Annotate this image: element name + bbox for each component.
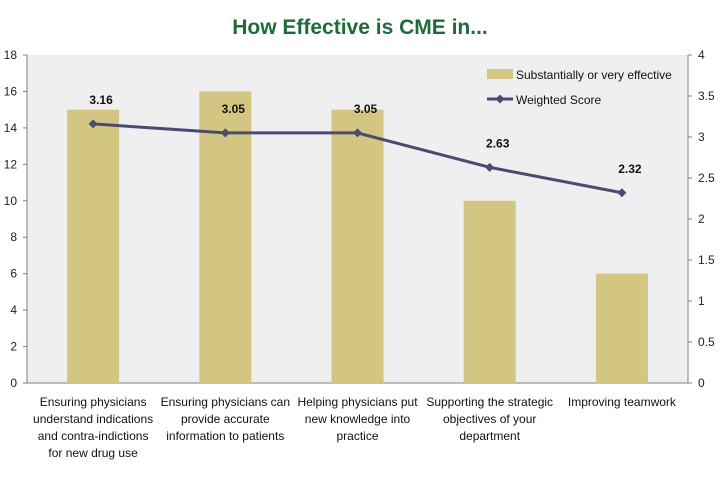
left-tick-label: 10 [4,194,18,208]
right-tick-label: 3 [698,130,705,144]
right-tick-label: 4 [698,48,705,62]
data-label: 3.05 [354,102,378,116]
category-label: Supporting the strategic objectives of yo… [426,395,553,443]
bar [463,200,516,383]
bar-series [67,91,648,384]
legend: Substantially or very effective Weighted… [487,68,672,107]
bar [331,109,384,384]
line-point [617,188,627,198]
left-tick-label: 2 [10,340,17,354]
category-label-line: for new drug use [48,446,138,460]
left-tick-label: 18 [4,48,18,62]
data-label: 2.63 [486,136,510,150]
category-label-line: Helping physicians put [297,395,418,409]
category-label-line: Supporting the strategic [426,395,553,409]
data-label: 2.32 [618,162,642,176]
category-label: Improving teamwork [568,395,677,409]
category-label-line: new knowledge into [305,412,411,426]
left-tick-label: 16 [4,84,18,98]
category-label-line: practice [336,429,378,443]
category-label-line: understand indications [33,412,153,426]
bar [67,109,120,384]
category-label-line: and contra-indictions [38,429,149,443]
line-series: 3.16 3.05 3.05 2.63 2.32 [88,93,642,198]
category-label-line: Ensuring physicians can [161,395,290,409]
line-point [353,128,362,138]
line-point [485,162,495,172]
right-y-axis: 0 0.5 1 1.5 2 2.5 3 3.5 4 [27,48,715,390]
data-label: 3.16 [89,93,113,107]
left-tick-label: 8 [10,230,17,244]
right-tick-label: 1 [698,294,705,308]
category-label-line: department [459,429,520,443]
category-label-line: objectives of your [443,412,536,426]
category-axis: Ensuring physicians understand indication… [33,395,677,460]
category-label: Helping physicians put new knowledge into… [297,395,418,443]
category-label: Ensuring physicians can provide accurate i… [161,395,290,443]
category-label-line: information to patients [166,429,284,443]
line-point [88,119,98,129]
legend-bar-swatch [487,69,513,79]
category-label-line: Ensuring physicians [40,395,147,409]
legend-line-label: Weighted Score [516,93,601,107]
legend-line-marker [495,94,505,104]
line-point [220,128,230,138]
bar [199,91,252,383]
left-tick-label: 14 [4,121,18,135]
left-tick-label: 0 [10,376,17,390]
right-tick-label: 0 [698,376,705,390]
legend-bar-label: Substantially or very effective [516,68,672,82]
right-tick-label: 2 [698,212,705,226]
left-y-axis: 0 2 4 6 8 10 12 14 16 18 [4,48,28,390]
category-label-line: provide accurate [181,412,270,426]
category-label: Ensuring physicians understand indication… [33,395,153,460]
left-tick-label: 12 [4,157,18,171]
right-tick-label: 3.5 [698,89,715,103]
left-tick-label: 4 [10,303,17,317]
chart-title: How Effective is CME in... [232,16,488,39]
right-tick-label: 0.5 [698,335,715,349]
right-tick-label: 2.5 [698,171,715,185]
category-label-line: Improving teamwork [568,395,677,409]
left-tick-label: 6 [10,267,17,281]
data-label: 3.05 [222,102,246,116]
right-tick-label: 1.5 [698,253,715,267]
bar [595,273,648,383]
